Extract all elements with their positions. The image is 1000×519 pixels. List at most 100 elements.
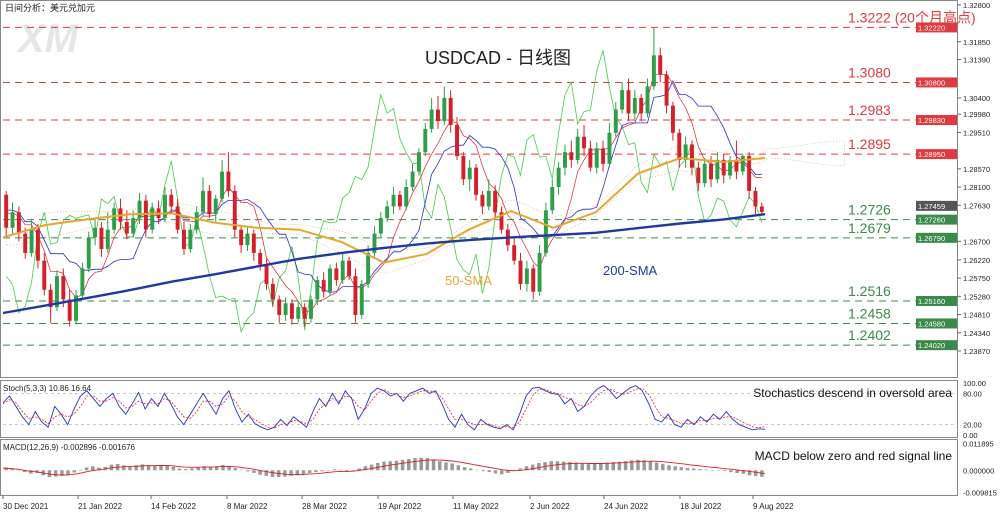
candle-body (639, 97, 644, 114)
macd-bar (72, 470, 76, 473)
macd-bar (716, 470, 721, 471)
candle (480, 190, 485, 215)
candle-body (321, 280, 326, 292)
macd-bar (177, 468, 182, 471)
macd-bar (357, 468, 361, 471)
candle (423, 123, 428, 157)
candle-body (16, 212, 21, 234)
candle-body (626, 90, 631, 114)
candle (321, 272, 326, 298)
candle (182, 221, 186, 255)
candle-body (410, 171, 415, 188)
current-price-bg (916, 200, 957, 211)
macd-bar (481, 470, 485, 472)
candle (531, 264, 536, 300)
candle-body (188, 229, 193, 250)
price-tick-label-8: 1.27630 (963, 201, 990, 210)
candle-body (251, 233, 256, 253)
macd-bar (326, 470, 330, 471)
x-tick-label-2: 14 Feb 2022 (151, 502, 196, 511)
candle (99, 221, 104, 257)
candle (436, 96, 440, 129)
macd-bar (227, 465, 231, 471)
candle-body (385, 206, 390, 219)
candle (524, 260, 529, 292)
candle (613, 101, 618, 137)
macd-bar (208, 466, 213, 471)
candle-body (423, 128, 428, 153)
candle (207, 185, 212, 219)
candle (493, 185, 498, 219)
candle (677, 128, 682, 168)
stoch-annotation: Stochastics descend in oversold area (753, 386, 952, 400)
macd-bar (636, 459, 640, 471)
candle (588, 140, 593, 172)
level-tag-bg-3 (916, 149, 957, 160)
candle (35, 223, 40, 269)
macd-bar (146, 465, 151, 471)
macd-bar (698, 469, 702, 471)
candle (239, 225, 244, 253)
candle-body (461, 156, 466, 180)
candle-body (86, 237, 91, 269)
candle (601, 140, 606, 172)
candle-body (728, 159, 733, 176)
candle-body (556, 167, 561, 188)
candle (162, 187, 167, 222)
candle-body (213, 198, 218, 215)
candle (213, 194, 218, 222)
candle-body (664, 74, 669, 106)
macd-bar (524, 466, 529, 471)
macd-bar (592, 463, 597, 471)
level-label-6: 1.2516 (848, 283, 891, 299)
macd-bar (314, 470, 318, 473)
candle (467, 159, 472, 191)
stoch-tick-0: 100.00 (963, 379, 986, 388)
level-tag-6: 1.25160 (918, 297, 945, 306)
level-tag-bg-6 (916, 295, 957, 306)
level-label-4: 1.2726 (848, 202, 891, 218)
macd-bar (729, 470, 733, 473)
candle-body (48, 289, 53, 308)
candle-body (613, 109, 618, 133)
macd-bar (555, 461, 560, 471)
candle-body (353, 276, 358, 315)
candle-body (486, 190, 491, 207)
candle (61, 268, 66, 308)
macd-bar (10, 468, 15, 471)
candle (55, 270, 59, 312)
macd-bar (456, 465, 461, 471)
price-tick-label-14: 1.24340 (963, 329, 990, 338)
macd-bar (252, 470, 256, 473)
macd-bar (332, 469, 337, 471)
level-tag-bg-2 (916, 115, 957, 126)
macd-bar (661, 463, 665, 471)
macd-bar (685, 468, 690, 471)
stoch-tick-2: 20.00 (963, 421, 982, 430)
macd-bar (537, 463, 541, 471)
candle-body (569, 152, 574, 160)
candle (175, 198, 180, 234)
stoch-tick-1: 80.00 (963, 389, 982, 398)
candle-body (499, 212, 504, 230)
candle (404, 179, 409, 211)
macd-bar (369, 464, 374, 471)
candle-body (99, 227, 104, 250)
level-label-2: 1.2983 (848, 102, 891, 118)
candle-body (315, 280, 320, 300)
candle (194, 206, 199, 234)
price-tick-label-5: 1.29510 (963, 128, 990, 137)
macd-bar (128, 466, 132, 471)
candle (728, 156, 733, 180)
macd-bar (642, 460, 646, 471)
level-tag-2: 1.29830 (918, 116, 945, 125)
candle (664, 70, 669, 114)
candle (277, 295, 282, 323)
candle-body (594, 148, 599, 168)
macd-bar (140, 464, 145, 471)
candle-body (474, 167, 479, 195)
candle-body (74, 295, 78, 321)
macd-bar (623, 461, 628, 471)
